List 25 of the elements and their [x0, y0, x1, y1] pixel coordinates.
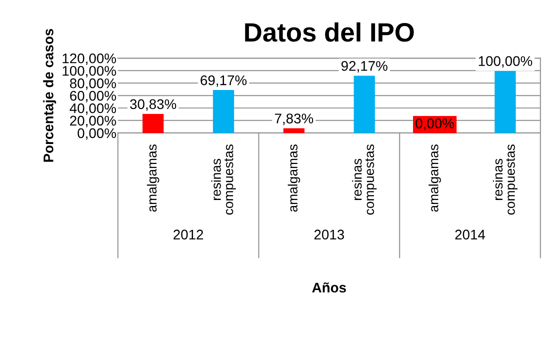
x-tick-label: amalgamas — [428, 144, 441, 212]
x-tick-label: resinas compuestas — [211, 144, 236, 215]
data-label: 7,83% — [274, 114, 314, 126]
y-tick-label: 0,00% — [78, 128, 116, 140]
y-tick-label: 20,00% — [70, 116, 116, 128]
y-tick-label: 100,00% — [62, 66, 116, 78]
data-label: 100,00% — [478, 56, 532, 68]
text: 2013 — [314, 230, 344, 240]
x-tick-label: resinas compuestas — [492, 144, 518, 215]
data-label: 0,00% — [416, 118, 454, 130]
y-axis-title: Porcentaje de casos — [43, 28, 56, 162]
x-tick-label: amalgamas — [288, 144, 300, 212]
x-tick-label: resinas compuestas — [352, 144, 377, 215]
x-axis-title: Años — [312, 282, 346, 293]
x-tick-label: amalgamas — [146, 144, 160, 212]
y-tick-label: 60,00% — [70, 90, 116, 102]
data-label: 30,83% — [130, 99, 176, 111]
data-label: 92,17% — [341, 61, 388, 73]
chart-title: Datos del IPO — [245, 22, 414, 42]
text: 2014 — [455, 230, 486, 240]
text: 2012 — [174, 230, 204, 240]
data-label: 69,17% — [200, 75, 247, 87]
y-tick-label: 40,00% — [70, 103, 116, 115]
y-tick-label: 120,00% — [62, 53, 116, 65]
y-tick-label: 80,00% — [70, 78, 116, 90]
